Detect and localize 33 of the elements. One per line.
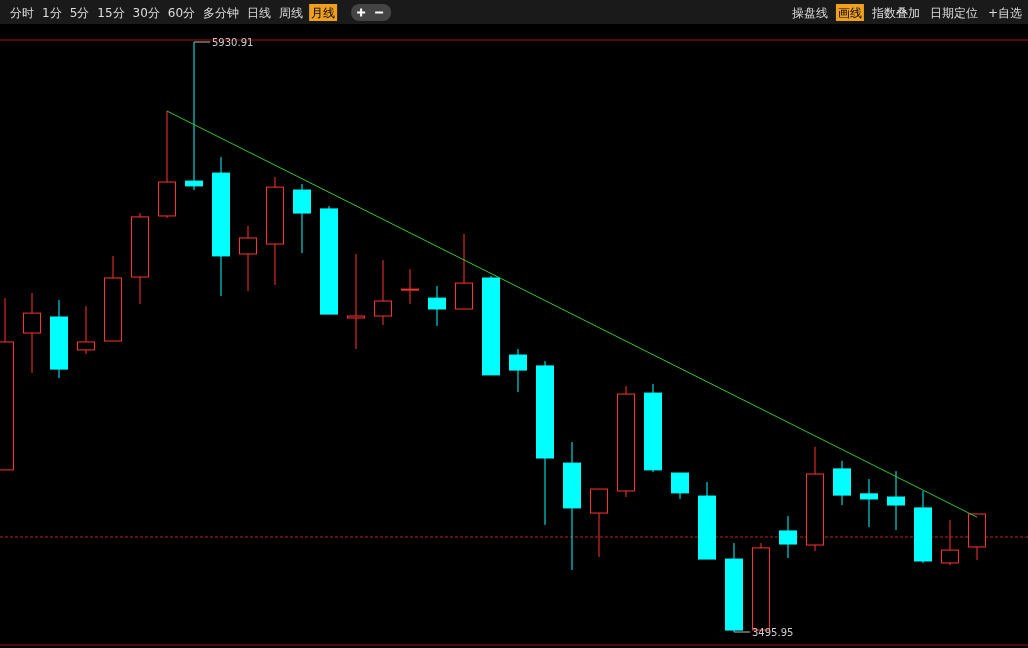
text: 指数叠加 <box>870 6 920 20</box>
candlestick <box>509 348 527 393</box>
candlestick <box>23 292 41 374</box>
candlestick <box>779 515 797 559</box>
text: 分时 <box>10 6 34 20</box>
candlestick <box>401 268 419 305</box>
annotation: 5930.91 <box>212 37 254 48</box>
text: 30分 <box>132 6 160 20</box>
text: 周线 <box>279 6 304 20</box>
text: +自选 <box>987 6 1022 20</box>
candlestick <box>185 41 203 191</box>
text: 多分钟 <box>203 6 240 20</box>
candlestick <box>293 183 311 254</box>
candlestick <box>671 472 689 500</box>
candlestick <box>590 488 608 558</box>
candlestick <box>887 470 905 531</box>
candlestick <box>374 259 392 326</box>
text: 日线 <box>247 6 272 20</box>
text: 60分 <box>167 6 196 20</box>
candlestick <box>77 305 95 355</box>
text: 1分 <box>42 6 62 20</box>
text: 日期定位 <box>929 6 978 20</box>
text: 画线 <box>837 6 862 20</box>
text: 15分 <box>97 6 125 20</box>
text: 月线 <box>311 6 336 20</box>
annotation: 3495.95 <box>752 627 794 638</box>
candlestick <box>941 519 959 566</box>
text: 操盘线 <box>791 6 828 20</box>
text: 5分 <box>69 6 90 20</box>
candlestick <box>347 253 365 350</box>
candlestick <box>239 225 257 292</box>
candlestick <box>860 478 878 528</box>
candlestick <box>428 285 446 327</box>
